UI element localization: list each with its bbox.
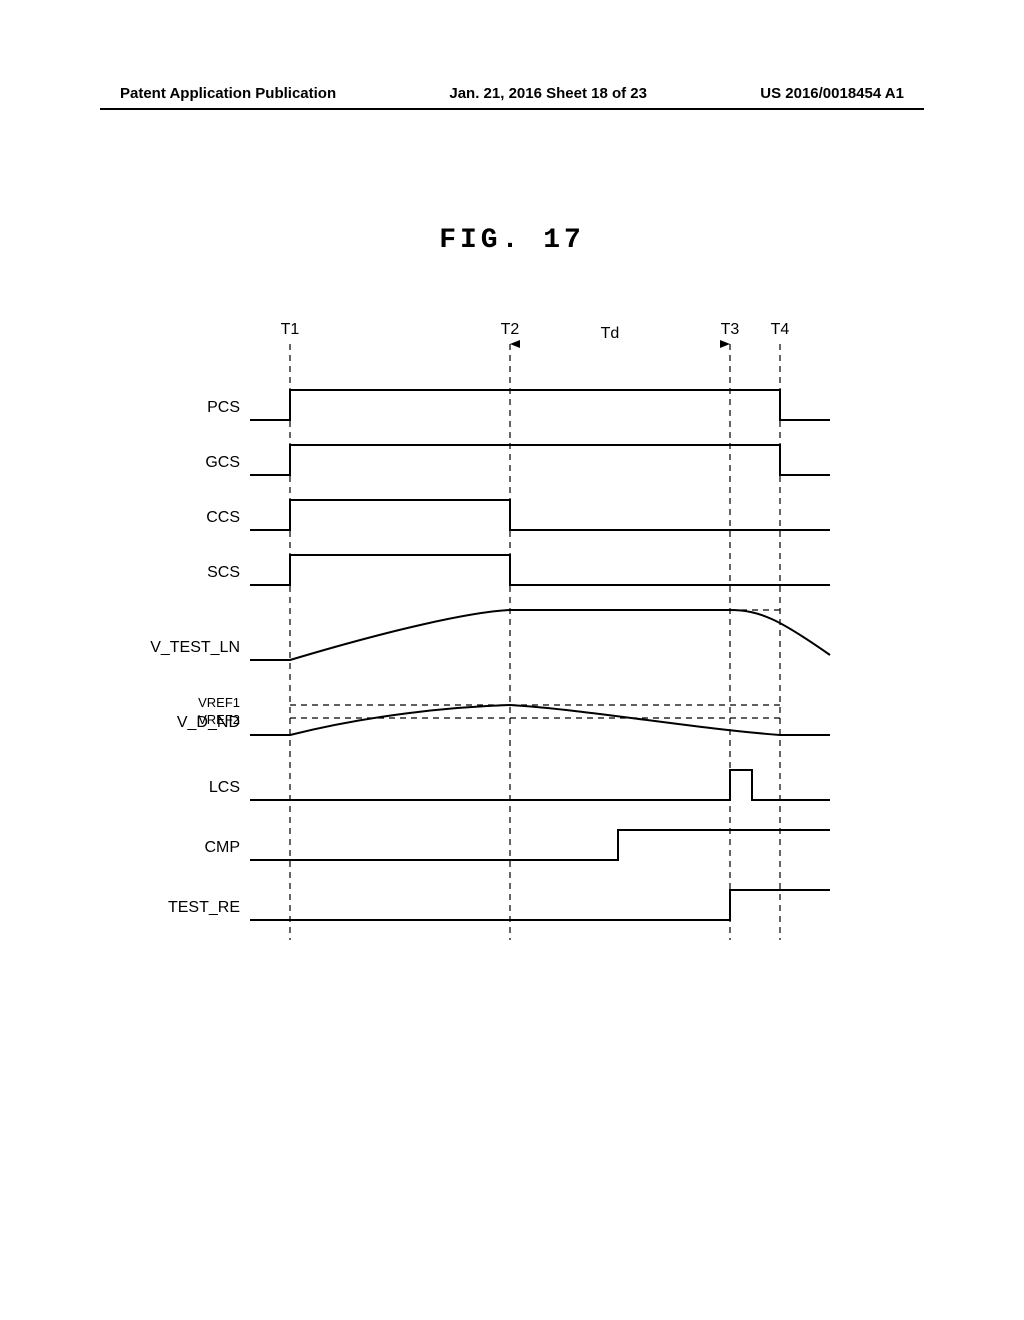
signal-V_D_ND — [250, 705, 830, 735]
header-right: US 2016/0018454 A1 — [760, 85, 904, 102]
signal-label-V_TEST_LN: V_TEST_LN — [150, 639, 240, 656]
td-arrow-left — [510, 340, 520, 348]
signal-label-SCS: SCS — [207, 564, 240, 581]
signal-label-LCS: LCS — [209, 779, 240, 796]
signal-label-CCS: CCS — [206, 509, 240, 526]
signal-label-GCS: GCS — [205, 454, 240, 471]
vref2-label: VREF2 — [198, 712, 240, 727]
vref1-label: VREF1 — [198, 695, 240, 710]
signal-GCS — [250, 445, 830, 475]
page-header: Patent Application Publication Jan. 21, … — [0, 85, 1024, 102]
timing-diagram: T1T2T3T4TdPCSGCSCCSSCSV_TEST_LNV_D_NDVRE… — [130, 310, 890, 950]
signal-CMP — [250, 830, 830, 860]
td-arrow-right — [720, 340, 730, 348]
signal-LCS — [250, 770, 830, 800]
signal-V_TEST_LN — [250, 610, 830, 660]
time-label-T2: T2 — [501, 321, 520, 338]
time-label-T3: T3 — [721, 321, 740, 338]
signal-label-TEST_RE: TEST_RE — [168, 899, 240, 916]
figure-title: FIG. 17 — [0, 225, 1024, 256]
signal-CCS — [250, 500, 830, 530]
header-rule — [100, 108, 924, 110]
time-label-T4: T4 — [771, 321, 790, 338]
signal-label-CMP: CMP — [204, 839, 240, 856]
signal-PCS — [250, 390, 830, 420]
timing-svg: T1T2T3T4TdPCSGCSCCSSCSV_TEST_LNV_D_NDVRE… — [130, 310, 890, 950]
signal-SCS — [250, 555, 830, 585]
signal-label-PCS: PCS — [207, 399, 240, 416]
signal-TEST_RE — [250, 890, 830, 920]
header-left: Patent Application Publication — [120, 85, 336, 102]
td-label: Td — [601, 325, 620, 342]
header-center: Jan. 21, 2016 Sheet 18 of 23 — [449, 85, 647, 102]
time-label-T1: T1 — [281, 321, 300, 338]
